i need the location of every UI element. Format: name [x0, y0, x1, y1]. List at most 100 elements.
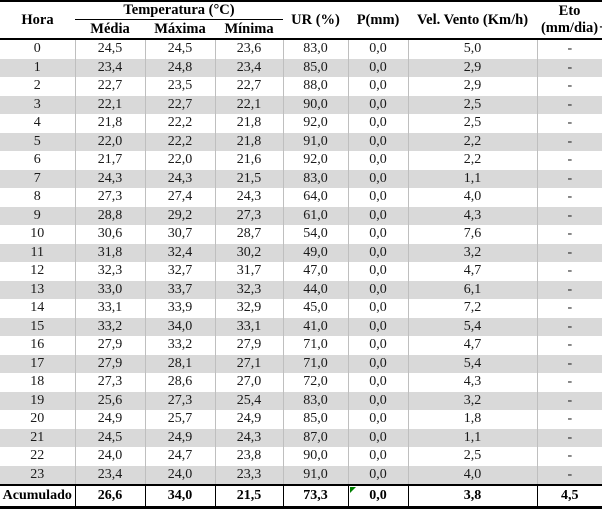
cell-ur: 90,0	[282, 95, 349, 115]
footer-minima: 21,5	[214, 485, 284, 508]
cell-minima: 23,6	[214, 39, 284, 59]
footer-vento: 3,8	[407, 485, 538, 508]
cell-p: 0,0	[347, 95, 409, 115]
footer-ur: 73,3	[282, 485, 349, 508]
cell-ur: 92,0	[282, 114, 349, 133]
table-body: 0 24,5 24,5 23,6 83,0 0,0 5,0-1 23,4 24,8 23,4 85,…	[0, 39, 602, 486]
footer-maxima: 34,0	[144, 485, 215, 508]
cell-maxima: 32,7	[144, 262, 215, 281]
footer-label: Acumulado	[2, 488, 72, 504]
cell-maxima: 22,0	[144, 151, 215, 170]
cell-ur: 61,0	[282, 206, 349, 226]
cell-maxima: 22,2	[144, 132, 215, 152]
cell-media: 22,0	[74, 132, 145, 152]
cell-p: 0,0	[347, 77, 409, 96]
cell-ur: 54,0	[282, 225, 349, 244]
cell-maxima: 24,7	[144, 447, 215, 466]
cell-ur: 90,0	[282, 447, 349, 466]
header-p: P(mm)	[356, 11, 400, 28]
cell-hora: 20	[30, 411, 45, 427]
cell-minima: 33,1	[214, 317, 284, 337]
table-row: 12 32,3 32,7 31,7 47,0 0,0 4,7-	[0, 262, 602, 281]
cell-ur: 83,0	[282, 39, 349, 59]
cell-media: 21,8	[74, 114, 145, 133]
cell-hora: 9	[33, 207, 41, 223]
cell-p: 0,0	[347, 151, 409, 170]
cell-maxima: 33,7	[144, 280, 215, 300]
cell-maxima: 24,3	[144, 169, 215, 189]
cell-ur: 41,0	[282, 317, 349, 337]
cell-eto: -	[536, 428, 602, 448]
cell-maxima: 27,3	[144, 391, 215, 411]
table-row: 5 22,0 22,2 21,8 91,0 0,0 2,2-	[0, 132, 602, 152]
cell-media: 31,8	[74, 243, 145, 263]
cell-vento: 7,6	[407, 225, 538, 244]
cell-media: 27,3	[74, 188, 145, 207]
table-row: 7 24,3 24,3 21,5 83,0 0,0 1,1-	[0, 169, 602, 189]
cell-hora: 7	[33, 170, 41, 186]
cell-vento: 2,5	[407, 447, 538, 466]
cell-maxima: 24,5	[144, 39, 215, 59]
cell-vento: 4,7	[407, 336, 538, 355]
cell-hora: 4	[33, 115, 41, 131]
cell-eto: -	[536, 151, 602, 170]
cell-minima: 27,1	[214, 354, 284, 374]
cell-minima: 27,9	[214, 336, 284, 355]
cell-vento: 2,9	[407, 77, 538, 96]
cell-media: 27,9	[74, 336, 145, 355]
cell-vento: 6,1	[407, 280, 538, 300]
cell-vento: 1,8	[407, 410, 538, 429]
header-minima: Mínima	[224, 20, 274, 37]
cell-minima: 21,8	[214, 132, 284, 152]
cell-p: 0,0	[347, 447, 409, 466]
cell-hora: 12	[30, 263, 45, 279]
header-vel-vento: Vel. Vento (Km/h)	[417, 11, 529, 28]
cell-maxima: 24,8	[144, 58, 215, 78]
cell-p: 0,0	[347, 280, 409, 300]
table-row: 23 23,4 24,0 23,3 91,0 0,0 4,0-	[0, 465, 602, 486]
cell-hora: 8	[33, 189, 41, 205]
table-row: 10 30,6 30,7 28,7 54,0 0,0 7,6-	[0, 225, 602, 244]
cell-minima: 32,3	[214, 280, 284, 300]
cell-vento: 4,7	[407, 262, 538, 281]
cell-p: 0,0	[347, 225, 409, 244]
table-row: 14 33,1 33,9 32,9 45,0 0,0 7,2-	[0, 299, 602, 318]
cell-hora: 6	[33, 152, 41, 168]
cell-eto: -	[536, 465, 602, 486]
footer-media: 26,6	[74, 485, 145, 508]
table-row: 11 31,8 32,4 30,2 49,0 0,0 3,2-	[0, 243, 602, 263]
header-media: Média	[90, 20, 130, 37]
table-row: 4 21,8 22,2 21,8 92,0 0,0 2,5-	[0, 114, 602, 133]
cell-ur: 72,0	[282, 373, 349, 392]
cell-maxima: 29,2	[144, 206, 215, 226]
cell-p: 0,0	[347, 262, 409, 281]
cell-ur: 85,0	[282, 58, 349, 78]
cell-hora: 3	[33, 96, 41, 112]
cell-eto: -	[536, 243, 602, 263]
cell-eto: -	[536, 95, 602, 115]
cell-hora: 10	[30, 226, 45, 242]
cell-p: 0,0	[347, 169, 409, 189]
cell-vento: 3,2	[407, 243, 538, 263]
cell-ur: 71,0	[282, 336, 349, 355]
cell-eto: -	[536, 206, 602, 226]
cell-vento: 4,3	[407, 206, 538, 226]
cell-hora: 5	[33, 133, 41, 149]
cell-media: 33,0	[74, 280, 145, 300]
cell-minima: 22,1	[214, 95, 284, 115]
cell-ur: 92,0	[282, 151, 349, 170]
cell-minima: 24,3	[214, 188, 284, 207]
cell-media: 23,4	[74, 465, 145, 486]
cell-p: 0,0	[347, 299, 409, 318]
cell-vento: 5,4	[407, 354, 538, 374]
cell-hora: 21	[30, 429, 45, 445]
cell-vento: 4,3	[407, 373, 538, 392]
cell-minima: 27,3	[214, 206, 284, 226]
cell-hora: 19	[30, 392, 45, 408]
cell-p: 0,0	[347, 206, 409, 226]
header-maxima: Máxima	[154, 20, 206, 37]
cell-maxima: 23,5	[144, 77, 215, 96]
table-row: 13 33,0 33,7 32,3 44,0 0,0 6,1-	[0, 280, 602, 300]
cell-minima: 27,0	[214, 373, 284, 392]
